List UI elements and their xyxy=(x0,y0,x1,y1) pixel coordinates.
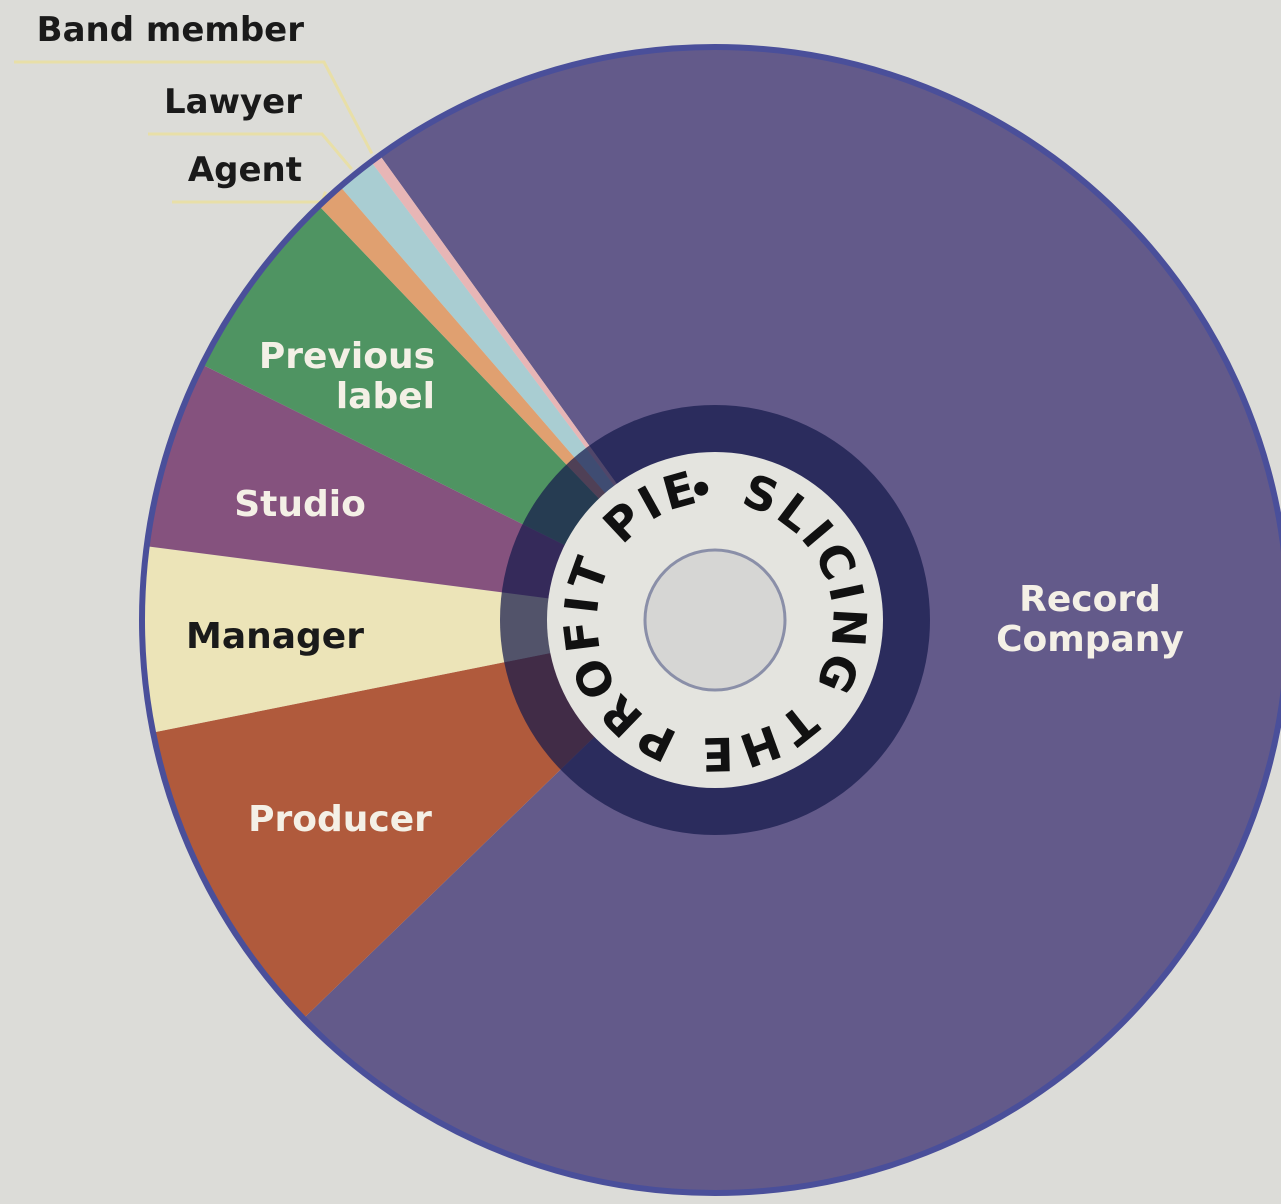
slice-label: Agent xyxy=(172,150,302,190)
title-bullet xyxy=(694,482,708,496)
slice-label: Manager xyxy=(160,617,390,657)
chart: SLICING THE PROFIT PIE Record CompanyPro… xyxy=(0,0,1281,1204)
leader-line xyxy=(172,192,325,202)
hub-hole xyxy=(645,550,785,690)
slice-label: Band member xyxy=(14,10,304,50)
slice-label: Producer xyxy=(220,800,460,840)
slice-label: Record Company xyxy=(990,580,1190,660)
slice-label: Studio xyxy=(200,485,400,525)
slice-label: Lawyer xyxy=(148,82,302,122)
slice-label: Previous label xyxy=(240,337,435,417)
